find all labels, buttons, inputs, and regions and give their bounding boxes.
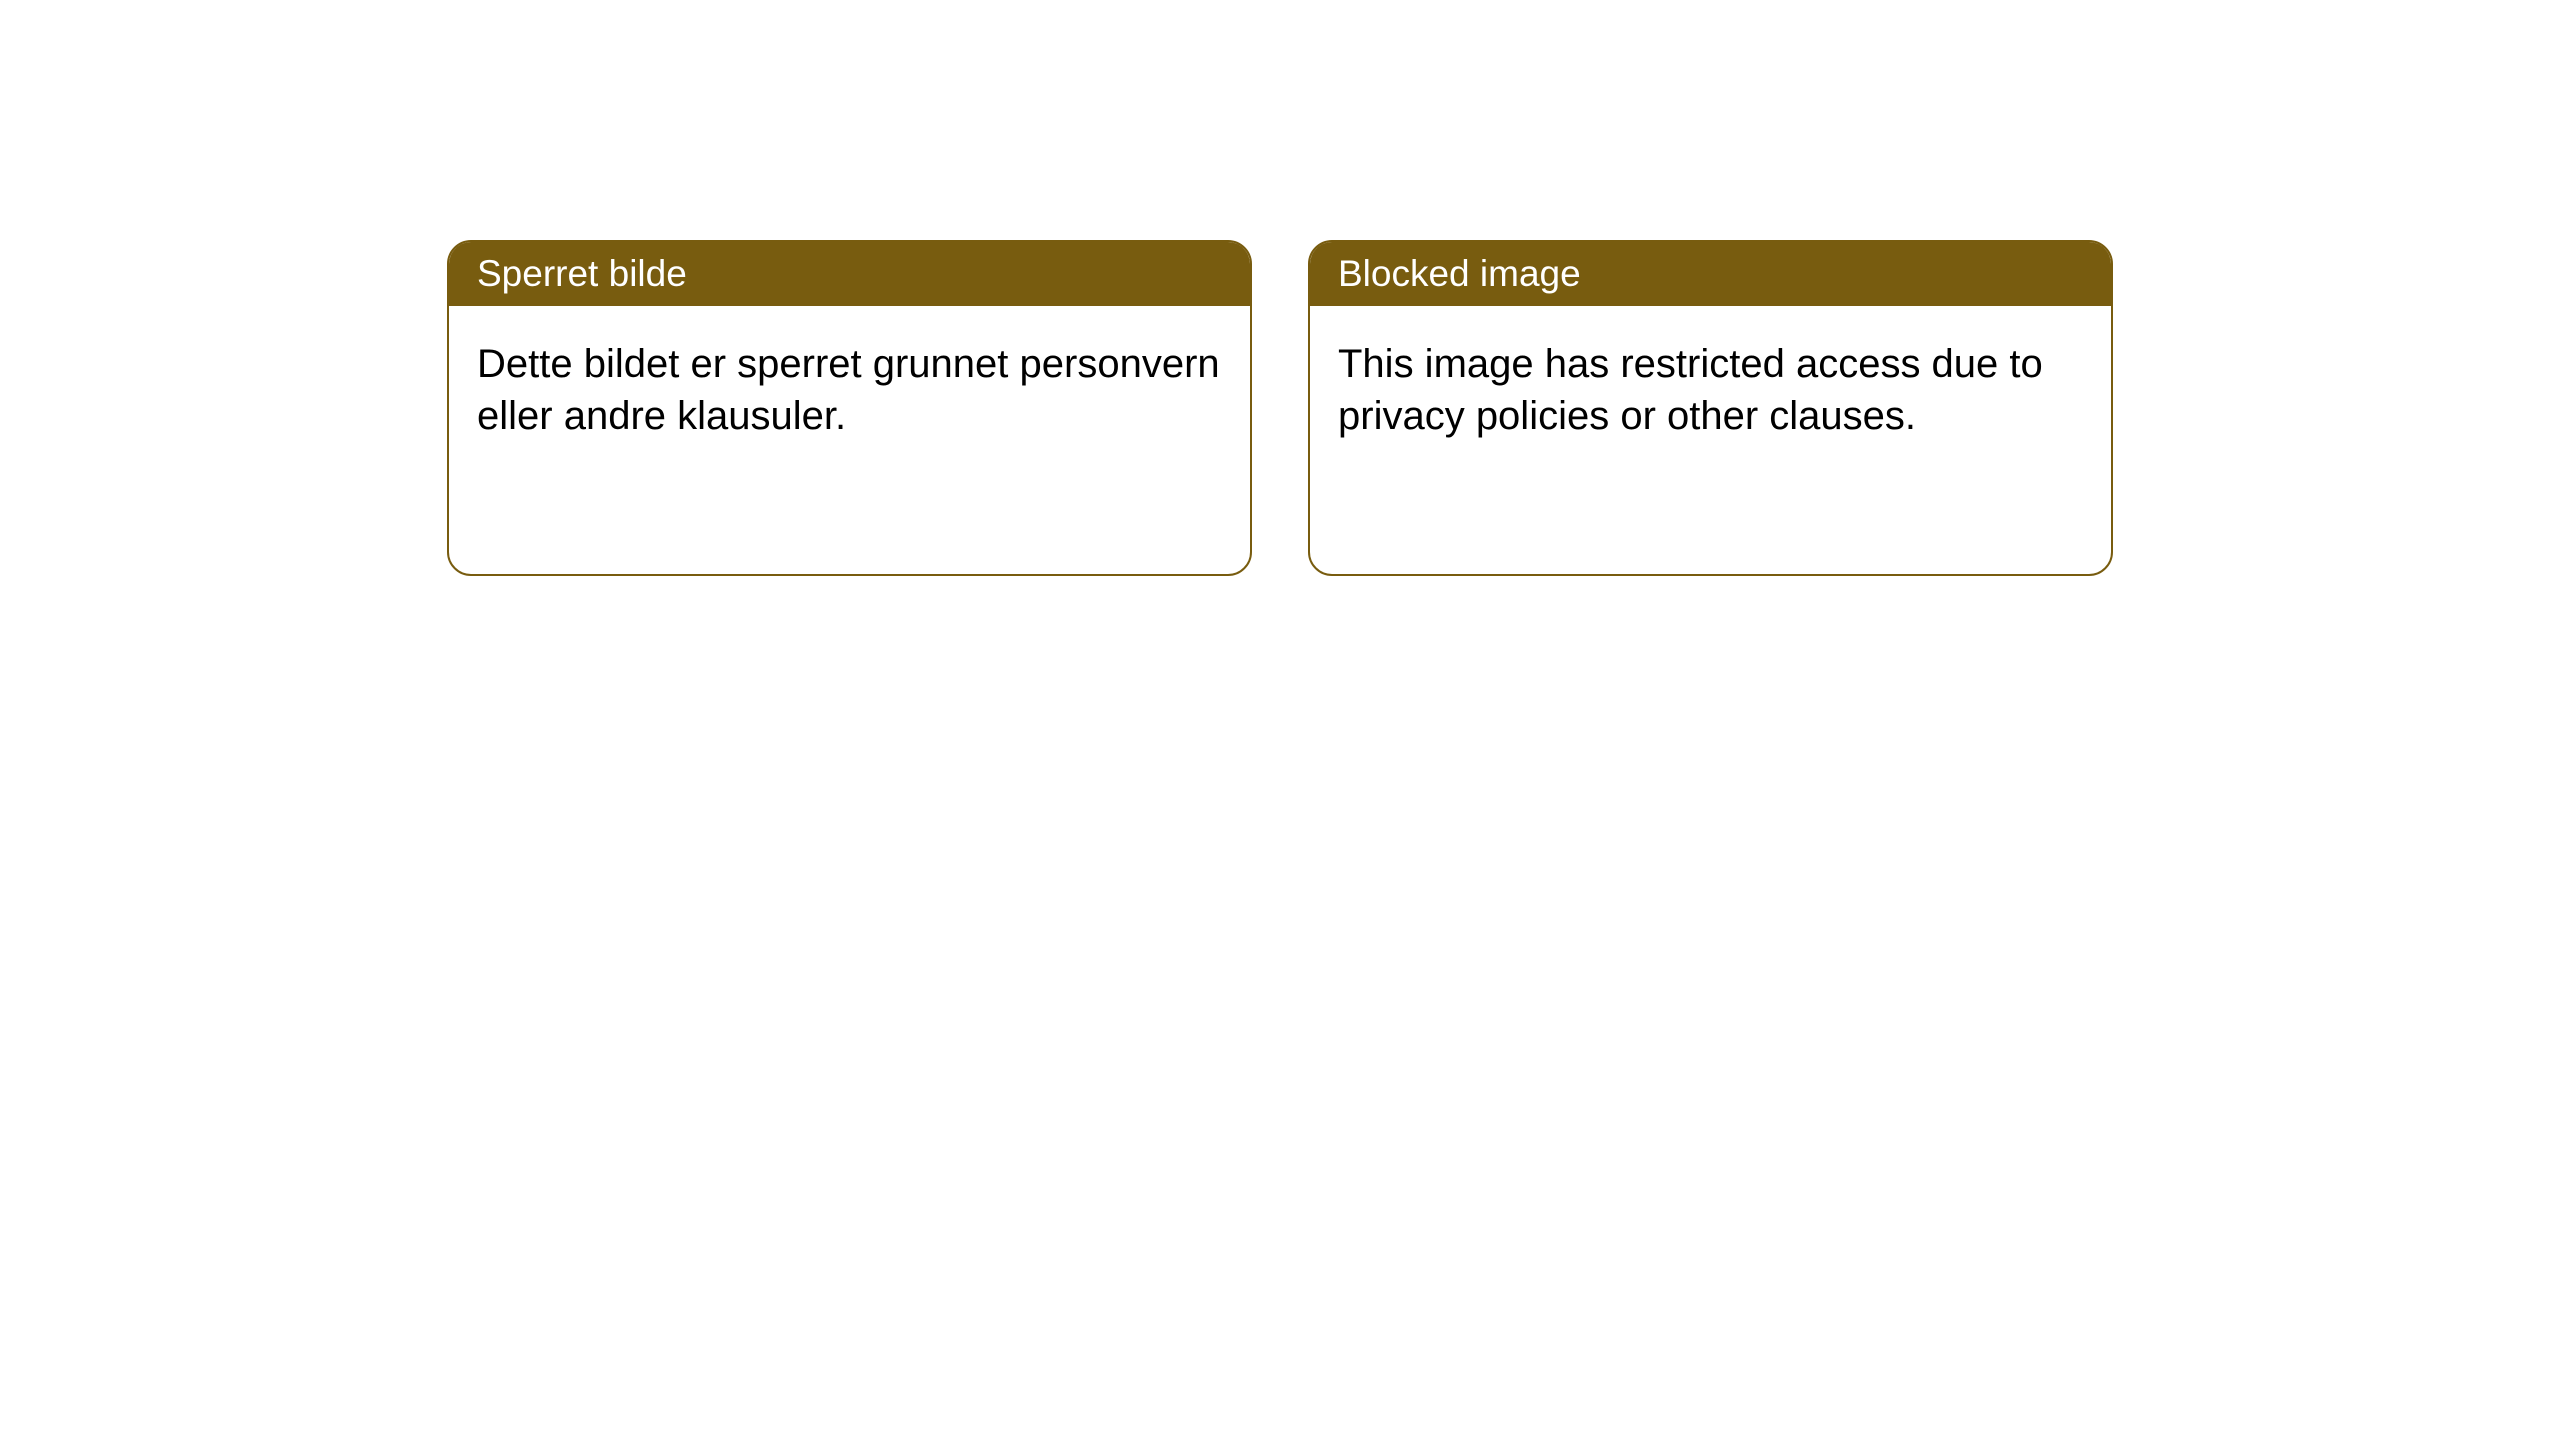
card-title: Sperret bilde	[449, 242, 1250, 306]
notice-container: Sperret bilde Dette bildet er sperret gr…	[447, 240, 2113, 576]
card-body: This image has restricted access due to …	[1310, 306, 2111, 474]
notice-card-english: Blocked image This image has restricted …	[1308, 240, 2113, 576]
card-body: Dette bildet er sperret grunnet personve…	[449, 306, 1250, 474]
card-title: Blocked image	[1310, 242, 2111, 306]
notice-card-norwegian: Sperret bilde Dette bildet er sperret gr…	[447, 240, 1252, 576]
